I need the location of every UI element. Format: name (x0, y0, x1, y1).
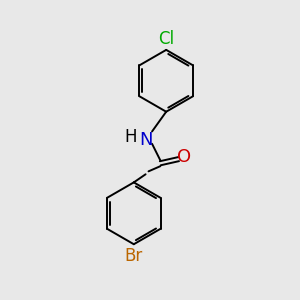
Text: N: N (139, 131, 152, 149)
Text: Br: Br (125, 247, 143, 265)
Text: H: H (124, 128, 136, 146)
Text: Cl: Cl (158, 29, 174, 47)
Text: O: O (177, 148, 191, 166)
